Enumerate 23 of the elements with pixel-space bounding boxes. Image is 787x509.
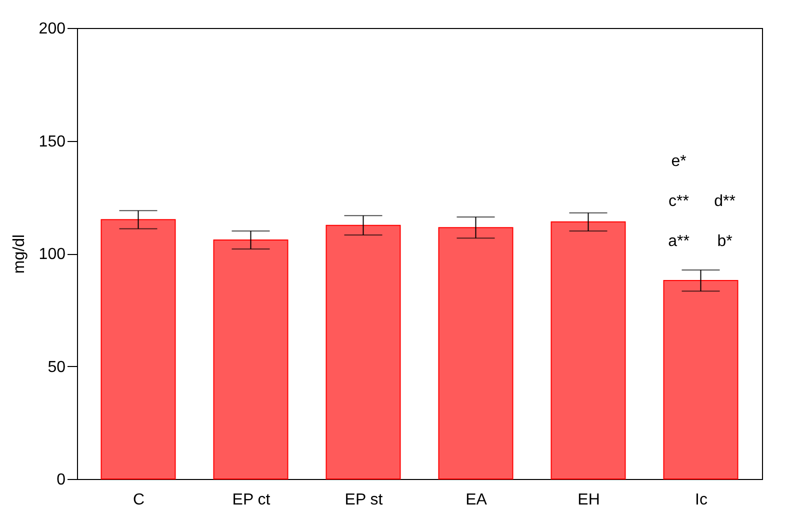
y-tick-label: 0: [56, 472, 66, 488]
annotation: b*: [717, 233, 732, 250]
bar: [213, 239, 288, 480]
bar: [663, 280, 738, 480]
x-tick-label: EH: [578, 492, 600, 508]
annotation: d**: [714, 193, 736, 210]
x-tick-label: C: [132, 492, 145, 508]
bar: [550, 221, 626, 480]
y-axis-title: mg/dl: [10, 234, 28, 274]
annotation: e*: [671, 153, 686, 170]
y-tick-label: 150: [38, 133, 66, 150]
x-tick-label: EA: [466, 492, 488, 508]
y-tick-label: 50: [48, 358, 66, 376]
bar: [100, 219, 176, 480]
annotation: c**: [668, 193, 689, 210]
y-tick-label: 200: [38, 20, 66, 38]
y-tick-label: 100: [38, 246, 66, 263]
annotation: a**: [668, 233, 690, 250]
x-tick-label: Ic: [695, 492, 708, 508]
bar: [326, 224, 401, 480]
x-tick-label: EP st: [344, 492, 384, 508]
bar: [438, 227, 514, 480]
x-tick-label: EP ct: [232, 492, 271, 508]
